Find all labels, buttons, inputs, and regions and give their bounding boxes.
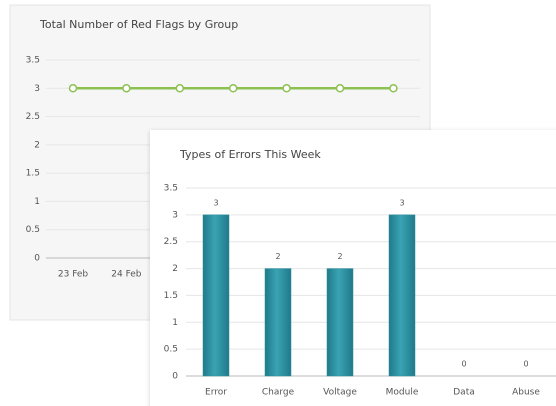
y-tick-label: 1.5 [26, 169, 40, 179]
y-tick-label: 0 [34, 254, 40, 264]
y-tick-label: 0.5 [164, 345, 178, 355]
x-tick-label: 24 Feb [111, 270, 142, 280]
point [122, 84, 131, 93]
point [228, 84, 238, 93]
front-card: Types of Errors This Week 0 0.5 1 1.5 2 2.5 3 3… [150, 130, 556, 406]
y-tick-label: 2 [172, 264, 178, 274]
point [68, 84, 78, 93]
bar [202, 214, 230, 377]
point [335, 84, 345, 93]
value-label: 2 [275, 252, 280, 261]
y-tick-label: 2 [34, 140, 40, 150]
chart-title: Types of Errors This Week [179, 148, 321, 161]
bar [326, 268, 354, 377]
x-tick-label: Module [386, 388, 419, 398]
x-tick-label: Abuse [512, 388, 540, 398]
y-tick-label: 3 [34, 84, 40, 94]
y-tick-label: 3.5 [26, 56, 40, 66]
y-tick-label: 0 [172, 372, 178, 382]
point [389, 84, 398, 93]
x-tick-label: 23 Feb [58, 270, 89, 280]
x-tick-label: Error [205, 388, 227, 398]
chart-title: Total Number of Red Flags by Group [39, 18, 238, 31]
value-label: 0 [523, 360, 528, 369]
x-tick-label: Data [453, 388, 475, 398]
value-label: 2 [337, 252, 342, 261]
value-label: 3 [213, 198, 218, 207]
bar [264, 268, 292, 377]
y-tick-label: 2.5 [26, 112, 40, 122]
y-tick-label: 3.5 [164, 184, 178, 194]
value-label: 0 [461, 360, 466, 369]
x-tick-label: Voltage [323, 388, 357, 398]
y-tick-label: 1 [172, 318, 178, 328]
value-label: 3 [399, 198, 404, 207]
point [175, 84, 185, 93]
bar [388, 214, 416, 377]
y-tick-label: 3 [172, 210, 178, 220]
y-tick-label: 1 [34, 197, 40, 207]
point [282, 84, 291, 93]
y-tick-label: 0.5 [26, 225, 40, 235]
y-tick-label: 2.5 [164, 237, 178, 247]
x-tick-label: Charge [262, 388, 295, 398]
y-tick-label: 1.5 [164, 291, 178, 301]
